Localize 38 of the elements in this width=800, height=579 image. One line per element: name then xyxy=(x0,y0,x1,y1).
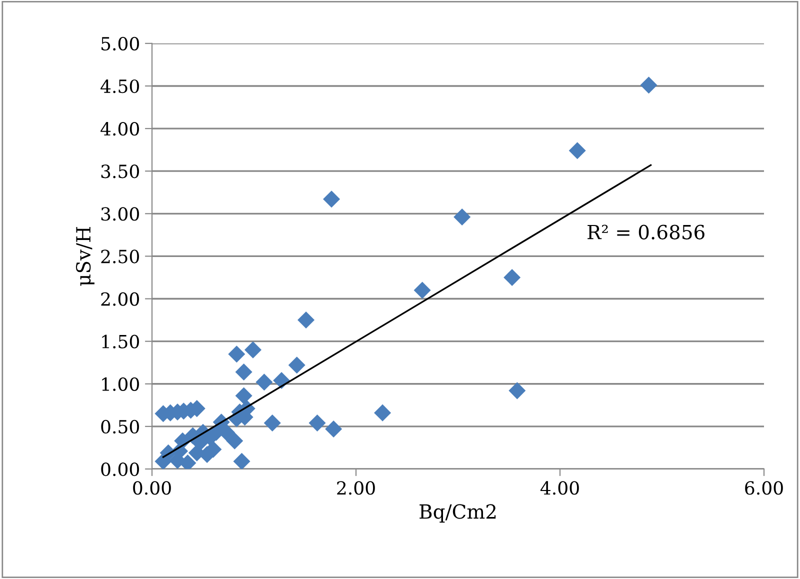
point xyxy=(414,282,431,299)
point xyxy=(308,414,326,432)
point xyxy=(226,432,244,450)
y-tick-label: 0.00 xyxy=(101,462,139,476)
point xyxy=(235,387,252,404)
point xyxy=(256,374,273,391)
point xyxy=(374,404,392,422)
y-axis-title: μSv/H xyxy=(76,227,94,286)
y-tick-label: 4.00 xyxy=(100,122,139,136)
x-axis-title: Bq/Cm2 xyxy=(420,504,496,523)
y-tick-label: 3.00 xyxy=(101,207,139,221)
point xyxy=(454,208,471,226)
y-tick-label: 1.00 xyxy=(102,377,139,391)
y-tick-label: 3.50 xyxy=(101,164,139,178)
point xyxy=(228,346,246,363)
x-tick-label: 2.00 xyxy=(337,481,375,495)
point xyxy=(235,363,252,380)
point xyxy=(323,190,340,208)
point xyxy=(288,356,306,374)
point xyxy=(325,420,342,438)
point xyxy=(233,452,250,469)
point xyxy=(568,142,586,160)
point xyxy=(640,76,658,94)
y-tick-label: 2.00 xyxy=(101,292,139,306)
y-tick-label: 5.00 xyxy=(102,36,139,51)
point xyxy=(244,341,262,358)
y-tick-label: 2.50 xyxy=(101,250,139,264)
point xyxy=(504,268,521,286)
x-tick-label: 4.00 xyxy=(540,481,579,495)
y-tick-label: 1.50 xyxy=(102,334,139,348)
y-tick-label: 0.50 xyxy=(101,420,139,434)
point xyxy=(508,382,526,400)
point xyxy=(264,414,281,432)
annotation: R² = 0.6856 xyxy=(588,224,704,240)
x-tick-label: 6.00 xyxy=(745,481,783,495)
point xyxy=(298,312,315,329)
x-tick-label: 0.00 xyxy=(133,481,171,495)
y-tick-label: 4.50 xyxy=(100,79,139,94)
